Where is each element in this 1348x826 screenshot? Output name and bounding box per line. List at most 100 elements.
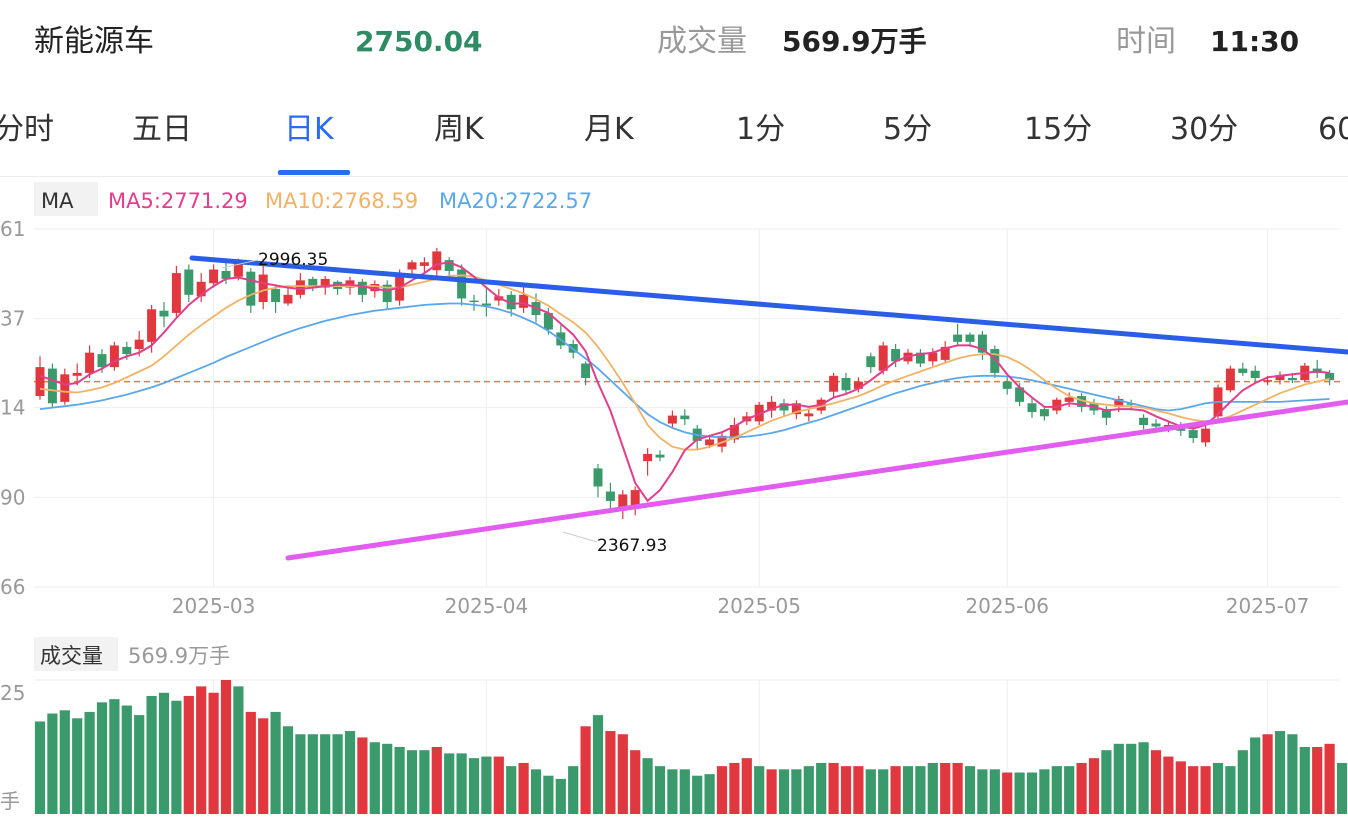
candle-body (357, 281, 367, 295)
candle-body (134, 339, 144, 350)
candle-body (878, 345, 888, 371)
volume-bar (977, 769, 988, 814)
y-axis: 61 37 14 90 66 (0, 217, 25, 599)
volume-bar (208, 692, 219, 814)
low-annotation: 2367.93 (597, 536, 667, 556)
volume-bar (295, 734, 306, 814)
resistance-trendline[interactable] (189, 255, 1348, 355)
tab-five-day[interactable]: 五日 (132, 112, 192, 147)
candle-body (258, 274, 268, 303)
volume-bar (344, 731, 356, 814)
volume-bar (1088, 758, 1100, 814)
candle-body (655, 454, 665, 458)
candle-body (72, 372, 82, 376)
volume-panel-label: 成交量 (40, 644, 103, 668)
volume-bar (369, 742, 380, 814)
candle-body (1263, 380, 1273, 382)
volume-bar (1076, 762, 1087, 814)
candle-body (680, 415, 690, 420)
volume-bar (72, 718, 83, 814)
index-price: 2750.04 (355, 25, 483, 58)
tab-15min[interactable]: 15分 (1024, 112, 1093, 147)
volume-bar (952, 762, 963, 814)
tab-5min[interactable]: 5分 (883, 112, 933, 147)
high-leader-line (221, 259, 259, 269)
candlestick-series (35, 247, 1335, 520)
volume-bar (1299, 747, 1310, 814)
volume-bar (1126, 743, 1137, 814)
volume-bar (468, 758, 480, 814)
candle-body (853, 381, 863, 389)
candle-body (1027, 403, 1037, 412)
volume-bar (617, 734, 628, 814)
volume-bar (183, 695, 194, 814)
volume-bar (109, 699, 120, 814)
low-leader-line (562, 531, 598, 543)
x-tick-label: 2025-05 (717, 594, 801, 618)
volume-bar (1212, 762, 1224, 814)
candle-body (643, 453, 653, 462)
candle-body (159, 310, 169, 317)
volume-bar (915, 766, 926, 814)
candle-body (605, 491, 615, 501)
candle-body (35, 367, 45, 397)
candle-body (233, 262, 243, 277)
volume-bar (1287, 734, 1298, 814)
volume-bar (865, 769, 876, 814)
volume-y-tick: 25 (0, 681, 25, 705)
candle-body (271, 289, 281, 303)
ma5-line (39, 261, 1330, 503)
candle-body (221, 270, 231, 279)
volume-bar (96, 702, 108, 814)
volume-bar (1274, 731, 1286, 814)
candle-body (432, 251, 442, 271)
candle-body (953, 334, 963, 342)
candle-body (295, 280, 305, 295)
candle-body (1114, 398, 1124, 407)
volume-bar (1039, 769, 1050, 814)
ma-label: MA (41, 189, 74, 213)
candle-body (581, 363, 591, 378)
time-label: 时间 (1116, 24, 1176, 59)
volume-bar (245, 711, 256, 814)
candle-body (97, 354, 107, 368)
tab-monthly-k[interactable]: 月K (584, 112, 634, 147)
tab-intraday[interactable]: 分时 (0, 112, 54, 147)
candle-body (717, 435, 727, 447)
tab-30min[interactable]: 30分 (1170, 112, 1239, 147)
candle-body (1139, 417, 1149, 425)
volume-bar (704, 774, 715, 814)
quote-header: 新能源车 2750.04 成交量 569.9万手 时间 11:30 (0, 0, 1348, 86)
candle-body (395, 276, 405, 301)
candle-body (419, 262, 429, 266)
candle-body (407, 262, 417, 270)
volume-bar (716, 766, 728, 814)
high-annotation: 2996.35 (258, 250, 328, 270)
support-trendline[interactable] (285, 399, 1348, 561)
volume-bar (754, 766, 765, 814)
ma20-line (39, 302, 1330, 439)
volume-bar (493, 756, 504, 814)
active-tab-indicator (278, 170, 350, 175)
candle-body (184, 269, 194, 295)
candle-body (543, 312, 553, 330)
tab-1min[interactable]: 1分 (736, 112, 786, 147)
volume-bar (816, 762, 827, 814)
volume-bar (1026, 772, 1038, 814)
volume-bar (394, 747, 405, 814)
tab-daily-k[interactable]: 日K (284, 112, 334, 147)
candle-body (1151, 423, 1161, 427)
volume-bar (803, 766, 814, 814)
volume-bar (307, 734, 318, 814)
volume-bar (654, 766, 666, 814)
candle-body (779, 403, 789, 411)
candle-body (481, 303, 491, 306)
tab-60min[interactable]: 60 (1318, 112, 1348, 147)
candle-body (1015, 387, 1025, 402)
volume-bar (506, 766, 517, 814)
volume-bar (853, 766, 864, 814)
x-axis: 2025-03 2025-04 2025-05 2025-06 2025-07 (172, 594, 1310, 618)
volume-bar (605, 731, 616, 814)
tab-weekly-k[interactable]: 周K (434, 112, 484, 147)
